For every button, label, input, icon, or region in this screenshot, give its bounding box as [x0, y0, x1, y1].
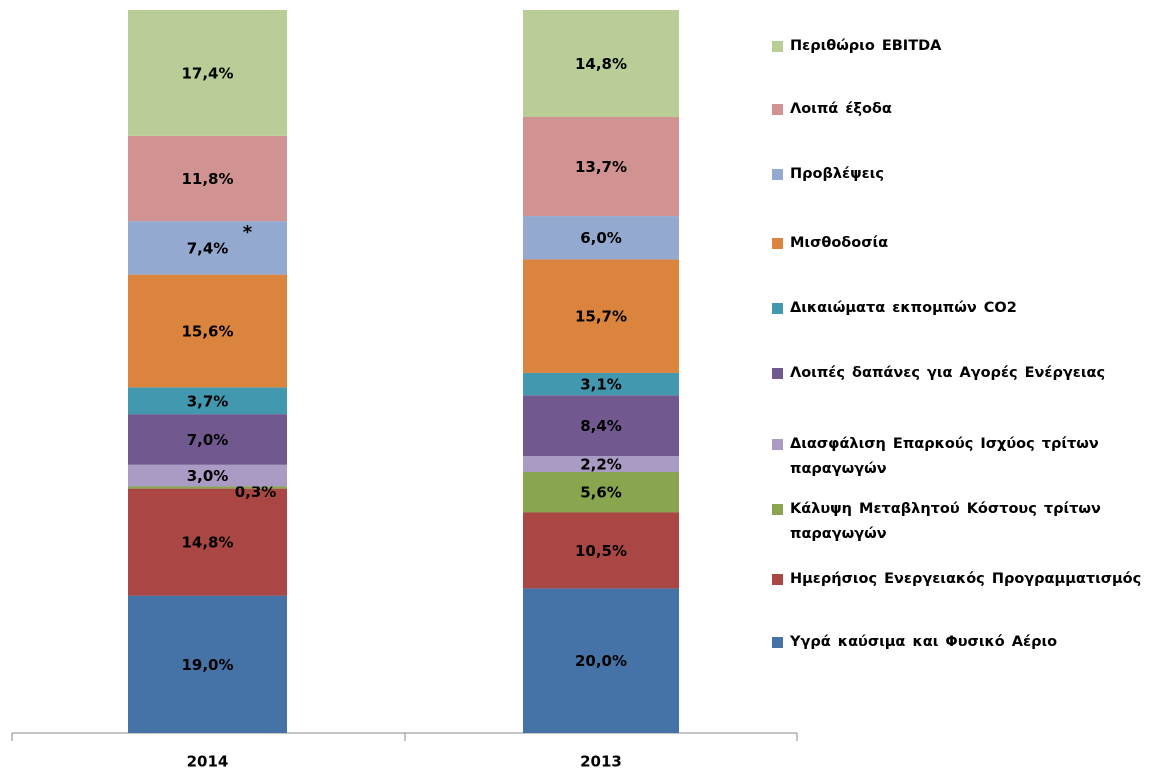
bar-segment — [128, 464, 287, 487]
value-label: 0,3% — [235, 483, 277, 501]
legend-swatch — [772, 368, 783, 379]
legend-item: Προβλέψεις — [772, 162, 1176, 187]
legend-swatch — [772, 637, 783, 648]
bar-segment — [128, 488, 287, 596]
bar-segment — [523, 372, 679, 396]
bar-segment — [128, 595, 287, 733]
bar-segment — [128, 274, 287, 388]
value-label: 7,0% — [187, 431, 229, 449]
bar-segment — [128, 221, 287, 275]
legend-label: Δικαιώματα εκπομπών CO2 — [790, 300, 1017, 316]
value-label: 15,6% — [181, 323, 233, 341]
value-label: 19,0% — [181, 656, 233, 674]
legend-item: Δικαιώματα εκπομπών CO2 — [772, 296, 1176, 321]
x-tick-label: 2014 — [187, 753, 229, 770]
value-label: 3,0% — [187, 467, 229, 485]
value-label: 7,4% — [187, 239, 229, 257]
value-label: 6,0% — [580, 229, 622, 247]
legend-swatch — [772, 303, 783, 314]
legend-label: Μισθοδοσία — [790, 235, 889, 251]
bar-segment — [128, 387, 287, 415]
legend-item: Λοιπά έξοδα — [772, 97, 1176, 122]
bar-segment — [128, 414, 287, 465]
value-label: 10,5% — [575, 542, 627, 560]
bar-segment — [523, 471, 679, 513]
value-label: 14,8% — [181, 534, 233, 552]
legend-label: Ημερήσιος Ενεργειακός Προγραμματισμός — [790, 571, 1142, 587]
value-label: 14,8% — [575, 55, 627, 73]
value-label: 17,4% — [181, 64, 233, 82]
value-label: 11,8% — [181, 170, 233, 188]
legend-item: Περιθώριο EBITDA — [772, 34, 1176, 59]
legend-swatch — [772, 238, 783, 249]
bar-segment — [128, 486, 287, 489]
legend-swatch — [772, 504, 783, 515]
legend-label: Λοιπές δαπάνες για Αγορές Ενέργειας — [790, 365, 1106, 381]
bar-segment — [523, 216, 679, 260]
legend-item: Κάλυψη Μεταβλητού Κόστους τρίτων παραγωγ… — [772, 497, 1176, 547]
value-label: 2,2% — [580, 456, 622, 474]
annotation: * — [243, 222, 253, 243]
legend-item: Υγρά καύσιμα και Φυσικό Αέριο — [772, 630, 1176, 655]
bar-segment — [523, 259, 679, 373]
legend-label: Προβλέψεις — [790, 166, 884, 182]
bar-segment — [523, 117, 679, 217]
x-tick-label: 2013 — [580, 753, 622, 770]
legend-swatch — [772, 574, 783, 585]
value-label: 8,4% — [580, 417, 622, 435]
bar-segment — [523, 456, 679, 472]
value-label: 15,7% — [575, 308, 627, 326]
bar-segment — [523, 588, 679, 733]
legend-label: Υγρά καύσιμα και Φυσικό Αέριο — [790, 634, 1058, 650]
legend-label: Κάλυψη Μεταβλητού Κόστους τρίτων παραγωγ… — [790, 501, 1101, 542]
legend-item: Μισθοδοσία — [772, 231, 1176, 256]
legend-label: Λοιπά έξοδα — [790, 101, 892, 117]
legend-item: Ημερήσιος Ενεργειακός Προγραμματισμός — [772, 567, 1176, 592]
value-label: 20,0% — [575, 652, 627, 670]
value-label: 3,7% — [187, 392, 229, 410]
bar-segment — [128, 135, 287, 222]
legend-label: Διασφάλιση Επαρκούς Ισχύος τρίτων παραγω… — [790, 436, 1099, 477]
bar-segment — [523, 512, 679, 589]
value-label: 13,7% — [575, 158, 627, 176]
value-label: 5,6% — [580, 484, 622, 502]
legend-label: Περιθώριο EBITDA — [790, 38, 942, 54]
legend-swatch — [772, 104, 783, 115]
legend-swatch — [772, 439, 783, 450]
legend-item: Λοιπές δαπάνες για Αγορές Ενέργειας — [772, 361, 1176, 386]
legend-item: Διασφάλιση Επαρκούς Ισχύος τρίτων παραγω… — [772, 432, 1176, 482]
bar-segment — [523, 10, 679, 118]
legend-swatch — [772, 41, 783, 52]
value-label: 3,1% — [580, 376, 622, 394]
legend-swatch — [772, 169, 783, 180]
bar-segment — [128, 10, 287, 136]
bar-segment — [523, 395, 679, 457]
